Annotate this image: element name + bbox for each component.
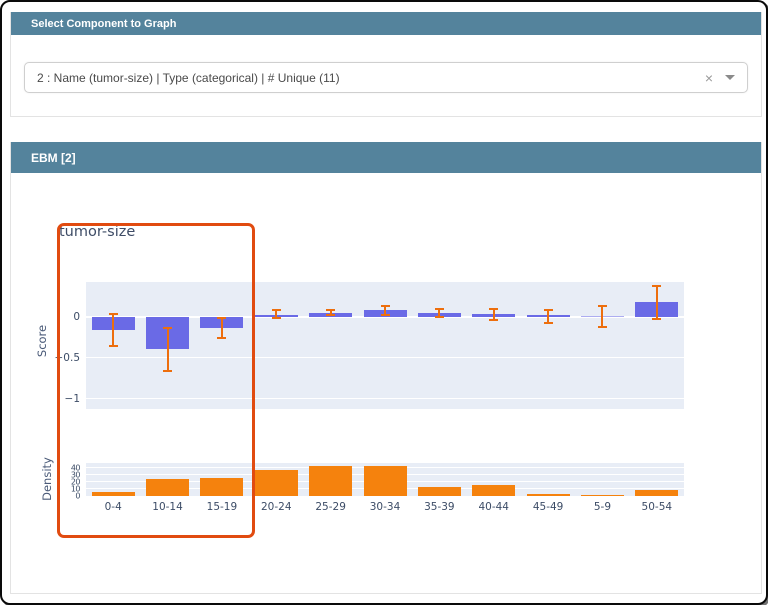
select-card-title: Select Component to Graph — [31, 17, 177, 30]
component-dropdown[interactable]: 2 : Name (tumor-size) | Type (categorica… — [24, 62, 748, 93]
score-tick-label: 0 — [73, 311, 80, 323]
density-bar[interactable] — [309, 465, 353, 496]
density-bar[interactable] — [363, 465, 407, 496]
density-bar[interactable] — [254, 470, 298, 496]
score-tick-label: −1 — [64, 392, 80, 405]
error-bar-cap-bottom — [597, 325, 607, 328]
density-tick-label: 40 — [70, 463, 81, 473]
error-bar-cap-bottom — [380, 313, 390, 316]
ebm-card-header: EBM [2] — [11, 142, 761, 173]
error-bar-cap-top — [434, 307, 444, 310]
score-gridline — [86, 316, 684, 318]
error-bar — [547, 309, 550, 323]
density-bar[interactable] — [635, 490, 679, 496]
error-bar-cap-bottom — [271, 316, 281, 319]
dropdown-selected-value[interactable]: 2 : Name (tumor-size) | Type (categorica… — [37, 70, 340, 85]
category-tick-label: 15-19 — [206, 501, 238, 513]
density-tick-label: 30 — [70, 470, 81, 480]
density-bar[interactable] — [526, 493, 570, 496]
density-tick-label: 0 — [75, 491, 80, 501]
density-gridline — [86, 495, 684, 497]
category-tick-label: 45-49 — [532, 501, 564, 513]
category-tick-label: 25-29 — [315, 501, 346, 513]
error-bar-cap-top — [217, 316, 227, 319]
chevron-down-icon[interactable] — [725, 75, 735, 80]
density-plot-area[interactable] — [86, 463, 684, 497]
score-gridline — [86, 357, 684, 359]
error-bar — [166, 327, 169, 371]
select-card-header: Select Component to Graph — [11, 12, 761, 35]
error-bar — [112, 313, 115, 347]
error-bar-cap-bottom — [108, 345, 118, 348]
density-bar[interactable] — [146, 479, 190, 496]
score-plot-area[interactable] — [86, 282, 684, 409]
density-tick-label: 20 — [70, 477, 81, 487]
error-bar-cap-top — [163, 326, 173, 329]
density-bar[interactable] — [91, 491, 135, 496]
error-bar-cap-bottom — [543, 321, 553, 324]
score-axis-label: Score — [35, 324, 49, 358]
category-tick-label: 10-14 — [152, 501, 183, 513]
category-tick-label: 40-44 — [478, 501, 509, 513]
density-tick-label: 10 — [70, 484, 81, 494]
dropdown-clear-icon[interactable]: × — [704, 69, 713, 86]
chart-title: tumor-size — [59, 224, 136, 240]
error-bar-cap-bottom — [489, 319, 499, 322]
error-bar — [384, 306, 386, 315]
category-tick-label: 0-4 — [104, 501, 122, 513]
error-bar-cap-top — [597, 304, 607, 307]
error-bar — [438, 308, 441, 317]
density-bar[interactable] — [417, 486, 461, 496]
error-bar — [329, 309, 332, 316]
error-bar-cap-bottom — [652, 317, 662, 320]
density-bar[interactable] — [472, 484, 516, 496]
error-bar-cap-top — [380, 305, 390, 308]
category-tick-label: 50-54 — [641, 501, 673, 513]
error-bar — [220, 317, 223, 339]
error-bar — [601, 305, 604, 327]
score-gridline — [86, 398, 684, 399]
error-bar — [655, 286, 658, 319]
error-bar-cap-top — [271, 309, 281, 312]
category-tick-label: 35-39 — [424, 501, 455, 513]
density-bar[interactable] — [580, 495, 624, 496]
error-bar-cap-bottom — [163, 369, 173, 372]
error-bar-cap-bottom — [434, 316, 444, 318]
error-bar-cap-top — [652, 285, 662, 288]
error-bar-cap-top — [108, 312, 118, 315]
error-bar — [492, 308, 495, 321]
category-tick-label: 30-34 — [369, 501, 401, 513]
error-bar-cap-bottom — [326, 314, 336, 317]
error-bar-cap-top — [543, 308, 553, 311]
score-tick-label: −0.5 — [54, 351, 81, 364]
category-tick-label: 20-24 — [261, 501, 292, 513]
density-axis-label: Density — [40, 457, 54, 501]
density-bar[interactable] — [200, 478, 244, 496]
selection-annotation-box — [57, 223, 255, 538]
ebm-card-title: EBM [2] — [31, 150, 76, 165]
select-component-card: Select Component to Graph 2 : Name (tumo… — [10, 12, 762, 117]
error-bar-cap-bottom — [217, 337, 227, 340]
error-bar-cap-top — [489, 307, 499, 310]
error-bar — [275, 310, 278, 318]
category-tick-label: 5-9 — [593, 501, 612, 513]
error-bar-cap-top — [326, 308, 336, 311]
